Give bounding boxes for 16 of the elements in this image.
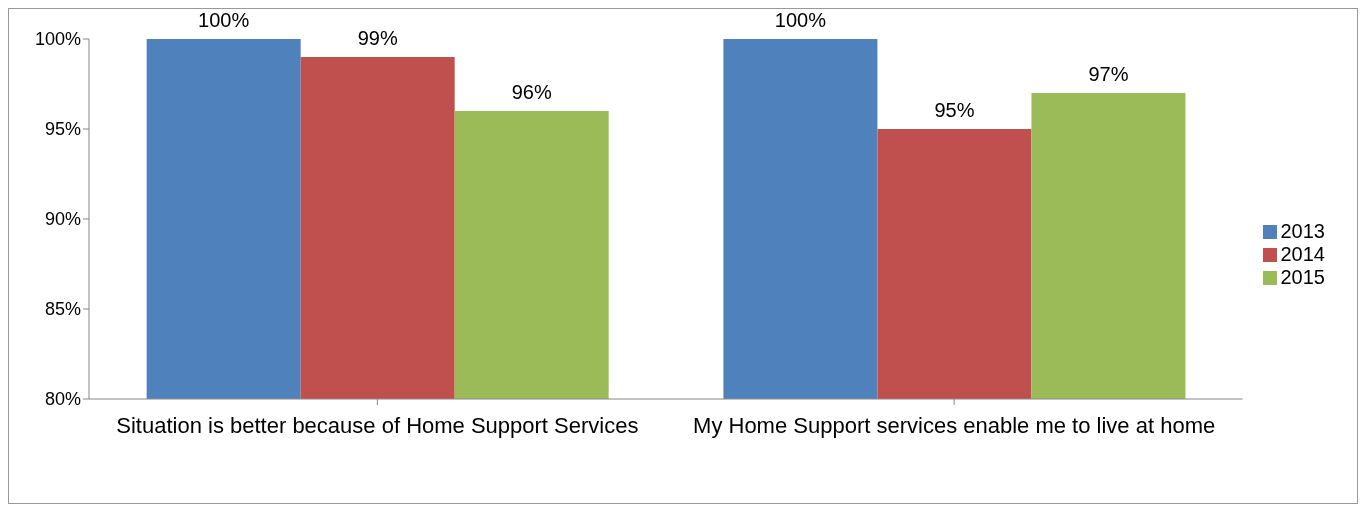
legend-label: 2013	[1280, 219, 1325, 242]
x-tick-label: Situation is better because of Home Support Services	[116, 412, 639, 438]
data-label: 97%	[1088, 63, 1129, 85]
legend-label: 2014	[1280, 242, 1325, 265]
y-tick-label: 80%	[44, 389, 81, 410]
data-label: 96%	[511, 81, 552, 103]
data-label: 100%	[774, 9, 827, 31]
data-label: 95%	[934, 99, 975, 121]
legend-label: 2015	[1280, 265, 1325, 288]
data-label: 99%	[357, 27, 398, 49]
x-tick-label: My Home Support services enable me to live at home	[693, 412, 1216, 438]
y-tick-label: 95%	[44, 119, 81, 140]
y-tick-label: 100%	[34, 29, 81, 50]
y-tick-label: 85%	[44, 299, 81, 320]
y-tick-label: 90%	[44, 209, 81, 230]
data-label: 100%	[198, 9, 250, 31]
